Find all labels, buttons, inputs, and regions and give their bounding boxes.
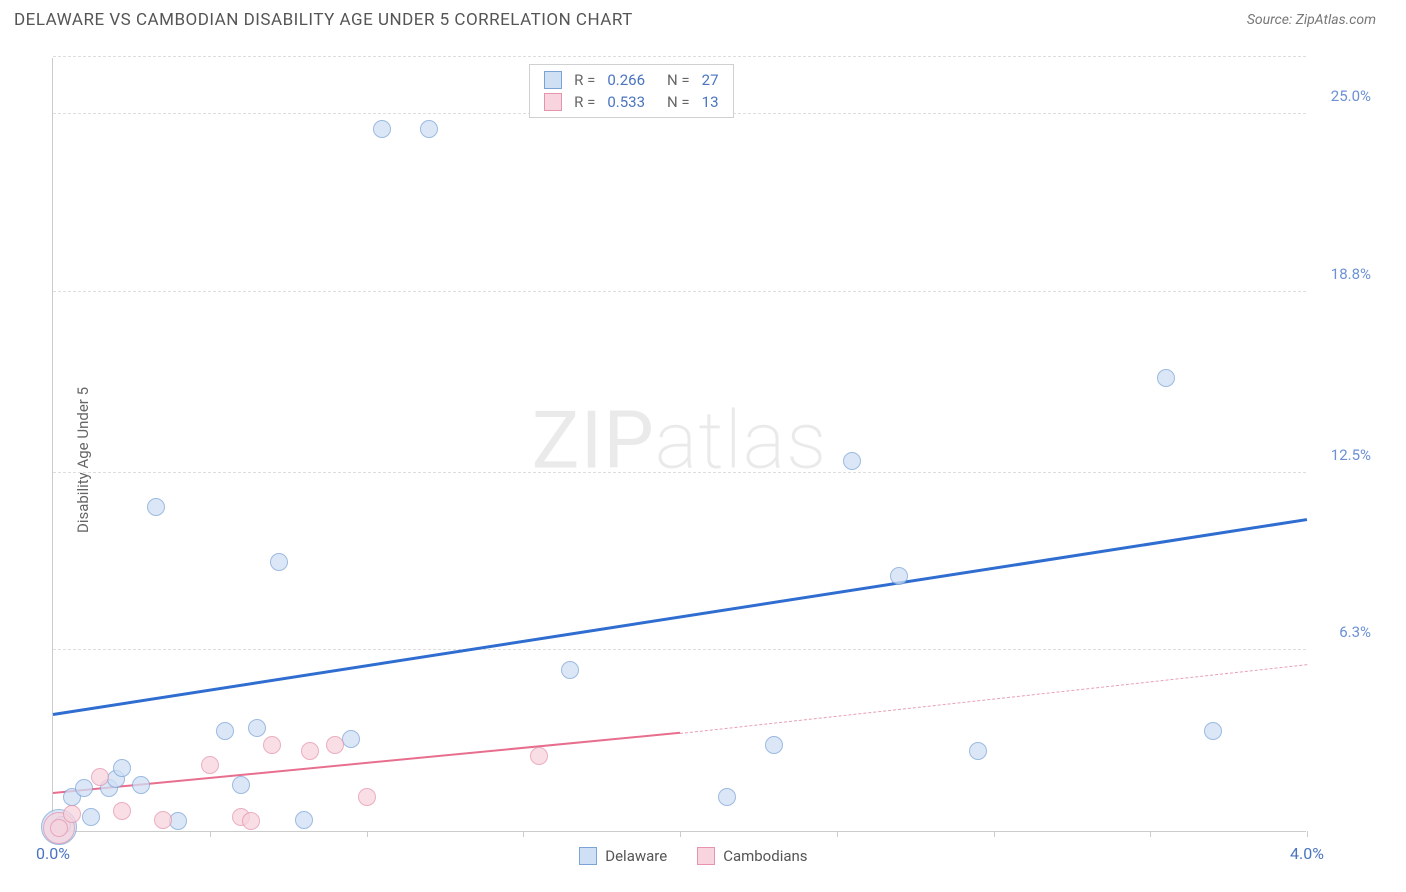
legend-row: R = 0.533 N = 13	[544, 91, 718, 113]
x-tick-mark	[1307, 831, 1308, 837]
trend-line	[53, 518, 1307, 716]
scatter-point	[75, 779, 93, 797]
y-tick-label: 12.5%	[1311, 446, 1371, 464]
scatter-point	[301, 742, 319, 760]
legend-r-label: R =	[574, 93, 595, 111]
scatter-point	[154, 811, 172, 829]
scatter-point	[326, 736, 344, 754]
gridline-h	[53, 56, 1306, 57]
scatter-point	[242, 812, 260, 830]
legend-row: R = 0.266 N = 27	[544, 69, 718, 91]
scatter-point	[969, 742, 987, 760]
chart-container: Disability Age Under 5 ZIPatlas 6.3%12.5…	[14, 48, 1376, 872]
scatter-point	[113, 802, 131, 820]
scatter-point	[169, 812, 187, 830]
scatter-point	[232, 776, 250, 794]
scatter-point	[248, 719, 266, 737]
source-label: Source: ZipAtlas.com	[1247, 12, 1376, 28]
x-tick-mark	[837, 831, 838, 837]
x-tick-mark	[1150, 831, 1151, 837]
scatter-point	[113, 759, 131, 777]
legend-swatch	[544, 93, 562, 111]
gridline-h	[53, 472, 1306, 473]
scatter-point	[765, 736, 783, 754]
legend-label: Cambodians	[723, 847, 807, 865]
scatter-point	[91, 768, 109, 786]
series-legend: Delaware Cambodians	[579, 847, 807, 865]
x-tick-mark	[523, 831, 524, 837]
x-tick-mark	[210, 831, 211, 837]
scatter-point	[1157, 369, 1175, 387]
scatter-point	[216, 722, 234, 740]
scatter-point	[201, 756, 219, 774]
legend-n-label: N =	[667, 71, 690, 89]
scatter-point	[530, 747, 548, 765]
scatter-point	[50, 819, 68, 837]
y-tick-label: 6.3%	[1311, 623, 1371, 641]
legend-swatch	[544, 71, 562, 89]
gridline-h	[53, 649, 1306, 650]
legend-swatch	[579, 847, 597, 865]
scatter-point	[718, 788, 736, 806]
chart-title: DELAWARE VS CAMBODIAN DISABILITY AGE UND…	[14, 10, 633, 30]
scatter-point	[358, 788, 376, 806]
legend-r-value: 0.533	[607, 93, 645, 111]
scatter-point	[890, 567, 908, 585]
legend-r-value: 0.266	[607, 71, 645, 89]
scatter-point	[295, 811, 313, 829]
scatter-point	[270, 553, 288, 571]
scatter-point	[82, 808, 100, 826]
legend-label: Delaware	[605, 847, 667, 865]
gridline-h	[53, 291, 1306, 292]
watermark: ZIPatlas	[532, 393, 828, 487]
x-tick-label: 0.0%	[36, 844, 70, 863]
x-tick-mark	[367, 831, 368, 837]
scatter-point	[147, 498, 165, 516]
scatter-point	[420, 120, 438, 138]
x-tick-label: 4.0%	[1290, 844, 1324, 863]
scatter-point	[373, 120, 391, 138]
x-tick-mark	[680, 831, 681, 837]
legend-item: Delaware	[579, 847, 667, 865]
scatter-point	[63, 805, 81, 823]
legend-swatch	[697, 847, 715, 865]
y-tick-label: 18.8%	[1311, 265, 1371, 283]
legend-n-value: 27	[702, 71, 719, 89]
plot-area: ZIPatlas 6.3%12.5%18.8%25.0%0.0%4.0%R =0…	[52, 58, 1306, 832]
legend-n-value: 13	[702, 93, 719, 111]
scatter-point	[843, 452, 861, 470]
x-tick-mark	[994, 831, 995, 837]
y-tick-label: 25.0%	[1311, 87, 1371, 105]
legend-n-label: N =	[667, 93, 690, 111]
legend-item: Cambodians	[697, 847, 807, 865]
scatter-point	[561, 661, 579, 679]
correlation-legend: R = 0.266 N = 27 R = 0.533 N = 13	[529, 64, 733, 118]
legend-r-label: R =	[574, 71, 595, 89]
scatter-point	[132, 776, 150, 794]
scatter-point	[1204, 722, 1222, 740]
scatter-point	[342, 730, 360, 748]
scatter-point	[263, 736, 281, 754]
